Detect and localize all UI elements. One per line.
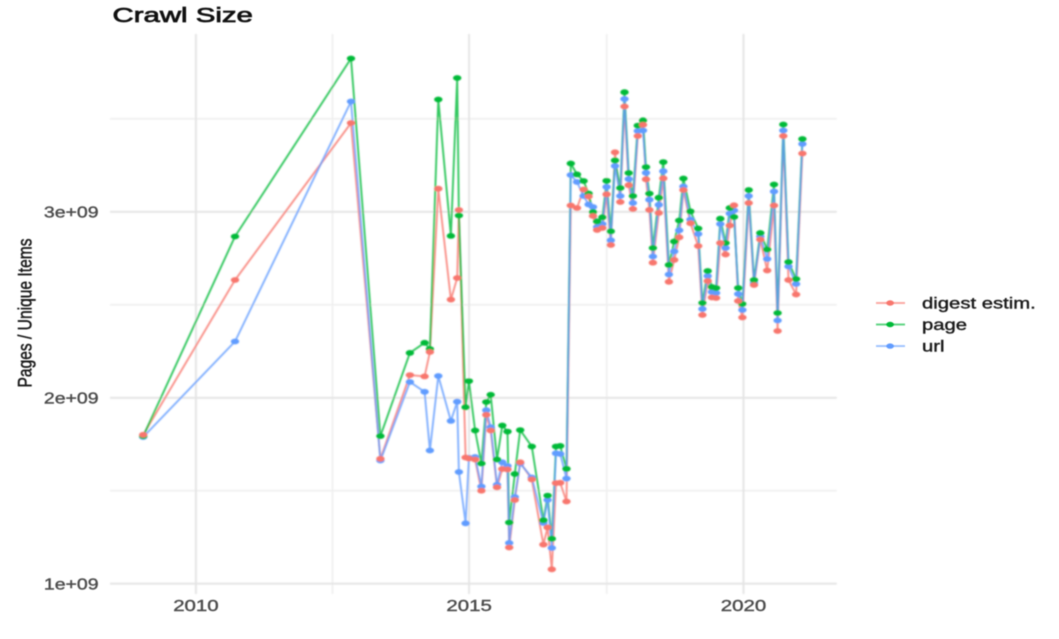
svg-text:url: url [922,338,945,355]
svg-text:1e+09: 1e+09 [44,575,99,593]
svg-text:2e+09: 2e+09 [44,389,99,407]
svg-text:page: page [922,316,967,333]
svg-text:digest estim.: digest estim. [922,295,1036,312]
svg-text:Pages / Unique Items: Pages / Unique Items [14,238,36,387]
svg-text:2020: 2020 [721,597,766,614]
svg-text:2010: 2010 [173,597,218,614]
svg-text:2015: 2015 [446,597,491,614]
svg-text:Crawl Size: Crawl Size [113,4,253,26]
svg-text:3e+09: 3e+09 [44,203,99,221]
